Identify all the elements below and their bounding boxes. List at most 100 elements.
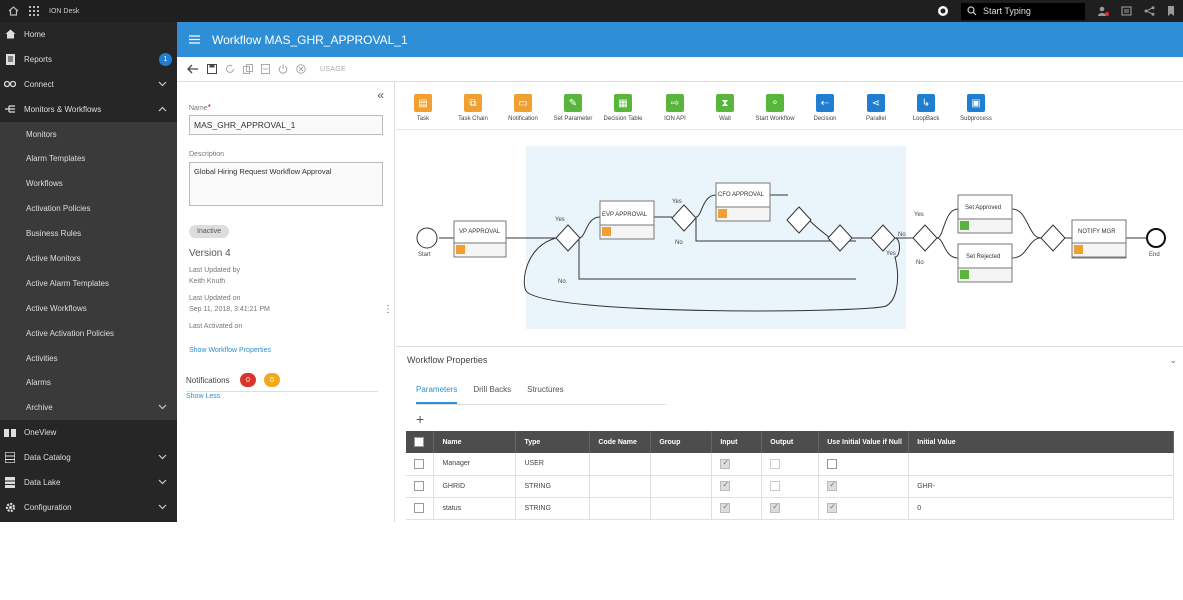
notification-warning-count[interactable]: 0: [264, 373, 280, 387]
refresh-icon[interactable]: [225, 64, 235, 74]
column-header-initial-value[interactable]: Initial Value: [908, 431, 1174, 453]
sidebar-item-business-rules[interactable]: Business Rules: [0, 221, 177, 247]
share-icon[interactable]: [1144, 6, 1155, 16]
vp-approval-task[interactable]: VP APPROVAL: [453, 220, 507, 258]
tab-drill-backs[interactable]: Drill Backs: [473, 385, 512, 394]
sidebar-item-workflows[interactable]: Workflows: [0, 171, 177, 197]
sidebar-item-active-alarm-templates[interactable]: Active Alarm Templates: [0, 270, 177, 296]
palette-item-notification[interactable]: ▭ Notification: [494, 94, 552, 122]
sidebar-item-activation-policies[interactable]: Activation Policies: [0, 196, 177, 222]
add-parameter-icon[interactable]: +: [416, 411, 425, 427]
name-field[interactable]: MAS_GHR_APPROVAL_1: [189, 115, 383, 135]
sidebar-item-reports[interactable]: Reports 1: [0, 47, 177, 72]
set-approved-task[interactable]: Set Approved: [957, 194, 1013, 234]
row-select-checkbox[interactable]: [406, 497, 435, 520]
search-input[interactable]: Start Typing: [961, 2, 1085, 20]
sidebar-item-alarms[interactable]: Alarms: [0, 370, 177, 396]
palette-item-loopback[interactable]: ↳ LoopBack: [897, 94, 955, 122]
use-initial-checkbox[interactable]: [818, 475, 910, 498]
merge-node[interactable]: [827, 224, 853, 252]
sidebar-item-home[interactable]: Home: [0, 22, 177, 47]
sidebar-item-oneview[interactable]: OneView: [0, 420, 177, 445]
show-workflow-properties-link[interactable]: Show Workflow Properties: [189, 347, 271, 354]
output-checkbox[interactable]: [761, 453, 820, 476]
sidebar-item-monitors[interactable]: Monitors: [0, 121, 177, 147]
palette-item-ion-api[interactable]: ⇨ ION API: [646, 94, 704, 122]
sidebar-item-monitors-workflows[interactable]: Monitors & Workflows: [0, 97, 177, 122]
record-icon[interactable]: [937, 5, 949, 17]
inbox-icon[interactable]: [1121, 6, 1132, 16]
hamburger-menu-icon[interactable]: [189, 35, 200, 44]
decision-node[interactable]: [870, 224, 896, 252]
usage-button[interactable]: USAGE: [320, 65, 347, 73]
decision-node[interactable]: [555, 224, 581, 252]
collapse-panel-icon[interactable]: «: [377, 88, 384, 102]
decision-node[interactable]: [912, 224, 938, 252]
panel-resize-handle[interactable]: ⋮: [383, 304, 393, 315]
output-checkbox[interactable]: [761, 497, 820, 520]
description-field[interactable]: Global Hiring Request Workflow Approval: [189, 162, 383, 206]
notify-mgr-task[interactable]: NOTIFY MGR: [1071, 219, 1127, 259]
start-node[interactable]: [416, 227, 438, 249]
column-header-output[interactable]: Output: [761, 431, 820, 453]
merge-node[interactable]: [1040, 224, 1066, 252]
palette-item-start-workflow[interactable]: ⚬ Start Workflow: [746, 94, 804, 122]
column-header-use-initial[interactable]: Use Initial Value if Null: [818, 431, 910, 453]
power-icon[interactable]: [278, 64, 288, 74]
select-all-checkbox[interactable]: [406, 431, 435, 453]
workflow-canvas[interactable]: Start End VP APPROVAL Yes No EVP APPROVA…: [396, 131, 1183, 351]
notification-error-count[interactable]: 0: [240, 373, 256, 387]
cancel-icon[interactable]: [296, 64, 306, 74]
decision-node[interactable]: [786, 206, 812, 234]
app-grid-icon[interactable]: [29, 6, 39, 16]
user-alert-icon[interactable]: [1097, 6, 1109, 17]
back-arrow-icon[interactable]: [187, 64, 199, 74]
input-checkbox[interactable]: [711, 475, 763, 498]
tab-parameters[interactable]: Parameters: [416, 385, 458, 404]
column-header-group[interactable]: Group: [650, 431, 713, 453]
output-checkbox[interactable]: [761, 475, 820, 498]
palette-item-task[interactable]: ▤ Task: [394, 94, 452, 122]
column-header-name[interactable]: Name: [433, 431, 517, 453]
column-header-type[interactable]: Type: [515, 431, 591, 453]
palette-item-wait[interactable]: ⧗ Wait: [696, 94, 754, 122]
export-icon[interactable]: [261, 64, 270, 74]
column-header-code-name[interactable]: Code Name: [589, 431, 652, 453]
input-checkbox[interactable]: [711, 453, 763, 476]
palette-item-decision[interactable]: ⇠ Decision: [796, 94, 854, 122]
palette-item-task-chain[interactable]: ⧉ Task Chain: [444, 94, 502, 122]
home-icon[interactable]: [8, 6, 19, 16]
evp-approval-task[interactable]: EVP APPROVAL: [599, 200, 655, 240]
collapse-section-icon[interactable]: ⌄: [1169, 355, 1177, 365]
column-header-input[interactable]: Input: [711, 431, 763, 453]
sidebar-item-active-monitors[interactable]: Active Monitors: [0, 246, 177, 271]
sidebar-item-activities[interactable]: Activities: [0, 345, 177, 371]
tab-structures[interactable]: Structures: [527, 385, 564, 394]
row-select-checkbox[interactable]: [406, 475, 435, 498]
sidebar-item-data-catalog[interactable]: Data Catalog: [0, 445, 177, 470]
cfo-approval-task[interactable]: CFO APPROVAL: [715, 182, 771, 222]
sidebar-item-active-activation-policies[interactable]: Active Activation Policies: [0, 320, 177, 346]
table-row[interactable]: Manager USER: [406, 453, 1174, 476]
sidebar-item-configuration[interactable]: Configuration: [0, 495, 177, 520]
end-node[interactable]: [1146, 228, 1166, 248]
table-row[interactable]: status STRING 0: [406, 497, 1174, 520]
palette-item-decision-table[interactable]: ▦ Decision Table: [594, 94, 652, 122]
use-initial-checkbox[interactable]: [818, 497, 910, 520]
show-less-link[interactable]: Show Less: [186, 393, 221, 400]
palette-item-set-parameter[interactable]: ✎ Set Parameter: [544, 94, 602, 122]
bookmark-icon[interactable]: [1167, 6, 1175, 16]
input-checkbox[interactable]: [711, 497, 763, 520]
sidebar-item-data-lake[interactable]: Data Lake: [0, 470, 177, 495]
row-select-checkbox[interactable]: [406, 453, 435, 476]
save-icon[interactable]: [207, 64, 217, 74]
sidebar-item-archive[interactable]: Archive: [0, 395, 177, 421]
set-rejected-task[interactable]: Set Rejected: [957, 243, 1013, 283]
palette-item-parallel[interactable]: ⋖ Parallel: [847, 94, 905, 122]
sidebar-item-alarm-templates[interactable]: Alarm Templates: [0, 146, 177, 172]
palette-item-subprocess[interactable]: ▣ Subprocess: [947, 94, 1005, 122]
use-initial-checkbox[interactable]: [818, 453, 910, 476]
sidebar-item-active-workflows[interactable]: Active Workflows: [0, 295, 177, 321]
sidebar-item-connect[interactable]: Connect: [0, 72, 177, 97]
decision-node[interactable]: [671, 204, 697, 232]
